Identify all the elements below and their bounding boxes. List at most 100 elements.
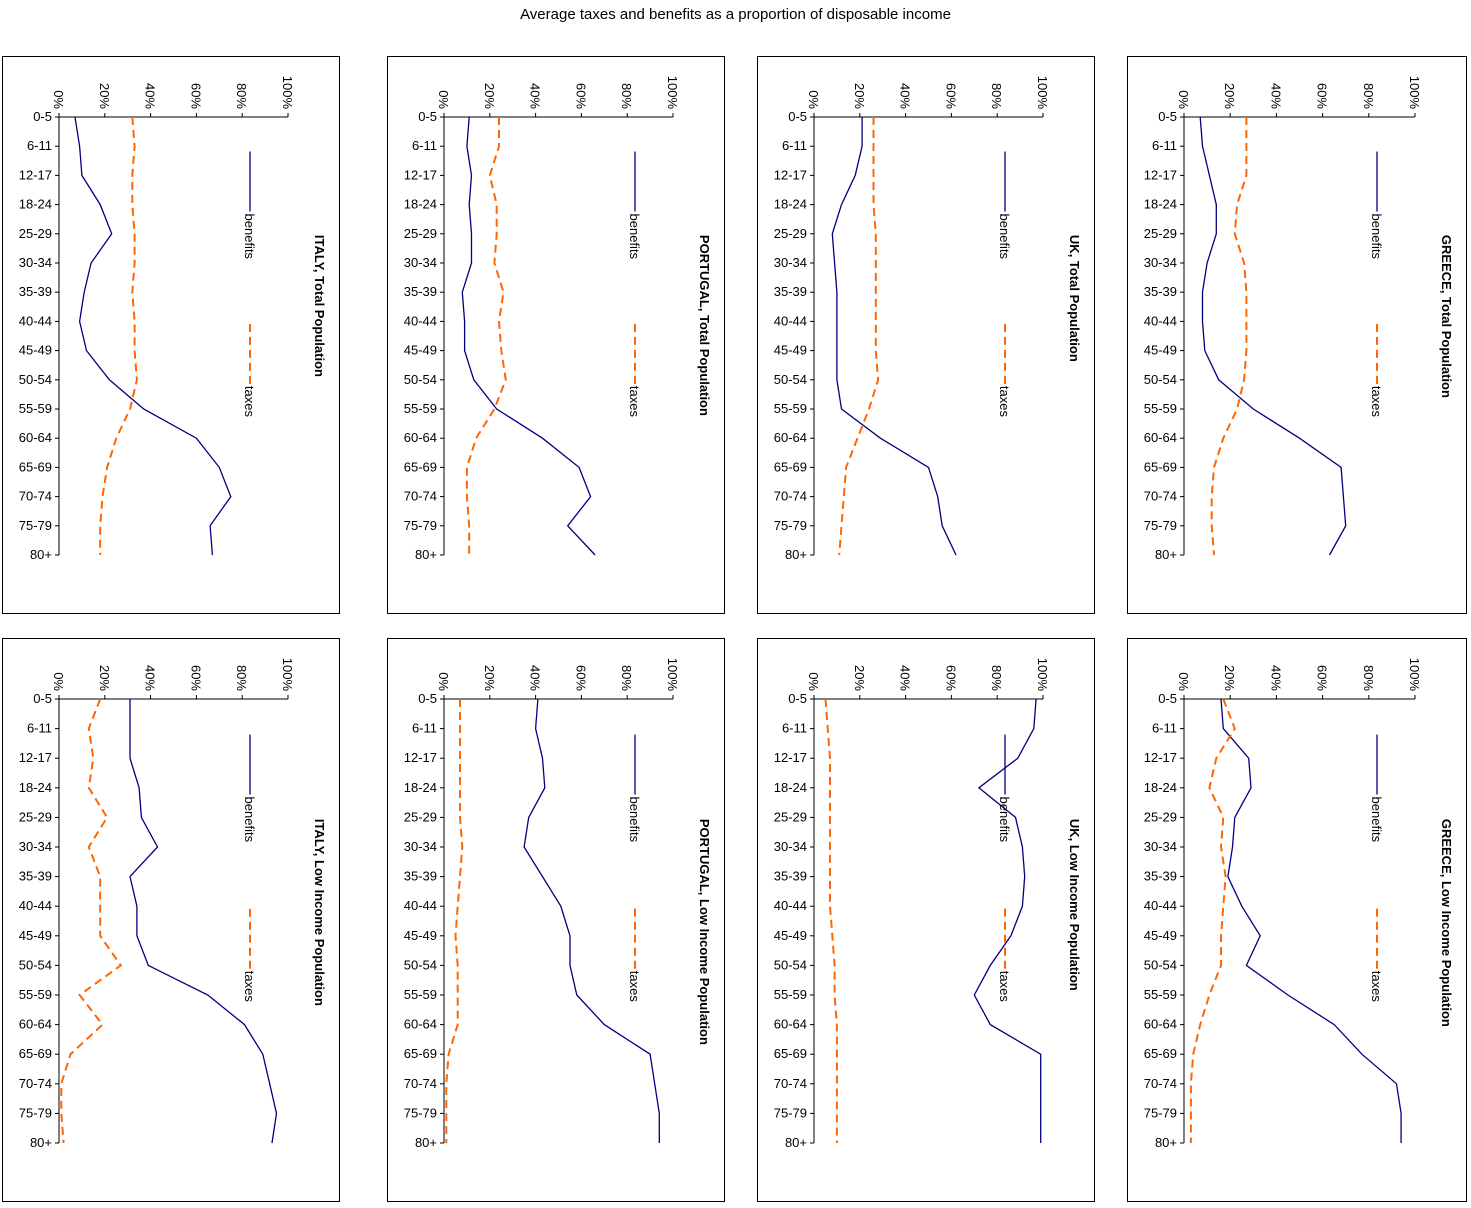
category-tick-label: 80+: [1155, 1135, 1177, 1150]
value-tick-label: 20%: [97, 83, 112, 109]
value-tick-label: 40%: [143, 665, 158, 691]
value-tick-label: 80%: [619, 665, 634, 691]
chart-panel-italy-low-income: 0% 20% 40% 60% 80% 100% 0-5 6-11 12-17 18-24 25-29…: [2, 638, 340, 1202]
chart-svg: 0% 20% 40% 60% 80% 100% 0-5 6-11 12-17 18-24 25-29…: [1144, 76, 1454, 562]
category-tick-label: 0-5: [788, 691, 807, 706]
chart-panel-italy-total: 0% 20% 40% 60% 80% 100% 0-5 6-11 12-17 18-24 25-29…: [2, 56, 340, 614]
chart-svg: 0% 20% 40% 60% 80% 100% 0-5 6-11 12-17 18-24 25-29…: [404, 658, 712, 1150]
category-tick-label: 35-39: [1144, 284, 1177, 299]
category-tick-label: 80+: [30, 547, 52, 562]
category-tick-label: 80+: [1155, 547, 1177, 562]
legend-label-benefits: benefits: [242, 797, 257, 843]
series-line-taxes: [445, 699, 464, 1143]
value-tick-label: 20%: [852, 665, 867, 691]
category-tick-label: 55-59: [774, 987, 807, 1002]
series-line-taxes: [60, 698, 123, 1144]
category-tick-label: 25-29: [1144, 226, 1177, 241]
chart-title: PORTUGAL, Total Population: [697, 235, 712, 416]
legend-label-benefits: benefits: [1369, 797, 1384, 843]
category-tick-label: 65-69: [19, 1046, 52, 1061]
category-tick-label: 40-44: [1144, 898, 1177, 913]
category-tick-label: 70-74: [1144, 489, 1177, 504]
chart-panel-uk-total: 0% 20% 40% 60% 80% 100% 0-5 6-11 12-17 18-24 25-29…: [757, 56, 1095, 614]
category-tick-label: 30-34: [1144, 255, 1177, 270]
value-tick-label: 40%: [528, 83, 543, 109]
category-tick-label: 40-44: [404, 313, 437, 328]
category-tick-label: 75-79: [19, 518, 52, 533]
series-line-taxes: [824, 698, 838, 1143]
category-tick-label: 18-24: [1144, 197, 1177, 212]
category-tick-label: 25-29: [19, 809, 52, 824]
chart-svg: 0% 20% 40% 60% 80% 100% 0-5 6-11 12-17 18-24 25-29…: [774, 658, 1082, 1150]
category-tick-label: 80+: [785, 1135, 807, 1150]
category-tick-label: 65-69: [404, 1046, 437, 1061]
category-tick-label: 70-74: [19, 489, 52, 504]
value-tick-label: 20%: [482, 83, 497, 109]
category-tick-label: 0-5: [788, 109, 807, 124]
category-tick-label: 45-49: [19, 928, 52, 943]
legend-label-taxes: taxes: [997, 971, 1012, 1003]
chart-title: PORTUGAL, Low Income Population: [697, 819, 712, 1045]
series-line-benefits: [74, 116, 232, 556]
series-line-benefits: [831, 117, 957, 556]
legend-label-benefits: benefits: [242, 214, 257, 260]
value-tick-label: 80%: [1361, 665, 1376, 691]
category-tick-label: 60-64: [774, 1017, 807, 1032]
category-tick-label: 75-79: [774, 1105, 807, 1120]
category-tick-label: 70-74: [19, 1076, 52, 1091]
category-tick-label: 75-79: [1144, 518, 1177, 533]
category-tick-label: 30-34: [404, 255, 437, 270]
chart-panel-uk-low-income: 0% 20% 40% 60% 80% 100% 0-5 6-11 12-17 18-24 25-29…: [757, 638, 1095, 1202]
category-tick-label: 30-34: [774, 255, 807, 270]
series-line-taxes: [99, 116, 138, 555]
category-tick-label: 45-49: [404, 928, 437, 943]
value-tick-label: 40%: [528, 665, 543, 691]
legend-label-taxes: taxes: [627, 971, 642, 1003]
value-tick-label: 80%: [234, 665, 249, 691]
value-tick-label: 20%: [97, 665, 112, 691]
category-tick-label: 40-44: [404, 898, 437, 913]
chart-svg: 0% 20% 40% 60% 80% 100% 0-5 6-11 12-17 18-24 25-29…: [774, 76, 1082, 562]
category-tick-label: 55-59: [19, 401, 52, 416]
category-tick-label: 55-59: [404, 401, 437, 416]
category-tick-label: 25-29: [774, 226, 807, 241]
category-tick-label: 0-5: [418, 109, 437, 124]
value-tick-label: 100%: [1035, 658, 1050, 692]
category-tick-label: 6-11: [412, 138, 437, 153]
category-tick-label: 45-49: [1144, 343, 1177, 358]
category-tick-label: 6-11: [412, 721, 437, 736]
category-tick-label: 12-17: [774, 750, 807, 765]
category-tick-label: 0-5: [1158, 691, 1177, 706]
category-tick-label: 75-79: [774, 518, 807, 533]
category-tick-label: 55-59: [1144, 401, 1177, 416]
category-tick-label: 12-17: [19, 167, 52, 182]
category-tick-label: 12-17: [19, 750, 52, 765]
value-tick-label: 100%: [280, 76, 295, 110]
category-tick-label: 50-54: [1144, 957, 1177, 972]
category-tick-label: 25-29: [774, 809, 807, 824]
value-tick-label: 60%: [1315, 665, 1330, 691]
chart-title: UK, Low Income Population: [1067, 819, 1082, 991]
category-tick-label: 50-54: [774, 957, 807, 972]
category-tick-label: 6-11: [1152, 138, 1177, 153]
value-tick-label: 40%: [1268, 83, 1283, 109]
value-tick-label: 20%: [1222, 83, 1237, 109]
value-tick-label: 20%: [852, 83, 867, 109]
category-tick-label: 65-69: [1144, 1046, 1177, 1061]
category-tick-label: 18-24: [404, 780, 437, 795]
value-tick-label: 100%: [280, 658, 295, 692]
category-tick-label: 12-17: [404, 167, 437, 182]
category-tick-label: 65-69: [774, 459, 807, 474]
category-tick-label: 35-39: [404, 284, 437, 299]
chart-title: ITALY, Low Income Population: [312, 819, 327, 1006]
value-tick-label: 40%: [898, 665, 913, 691]
chart-svg: 0% 20% 40% 60% 80% 100% 0-5 6-11 12-17 18-24 25-29…: [1144, 658, 1454, 1150]
value-tick-label: 60%: [943, 665, 958, 691]
value-tick-label: 40%: [1268, 665, 1283, 691]
chart-title: UK, Total Population: [1067, 235, 1082, 362]
category-tick-label: 12-17: [774, 167, 807, 182]
category-tick-label: 75-79: [1144, 1105, 1177, 1120]
category-tick-label: 40-44: [19, 313, 52, 328]
category-tick-label: 70-74: [774, 489, 807, 504]
series-line-taxes: [1189, 698, 1236, 1143]
